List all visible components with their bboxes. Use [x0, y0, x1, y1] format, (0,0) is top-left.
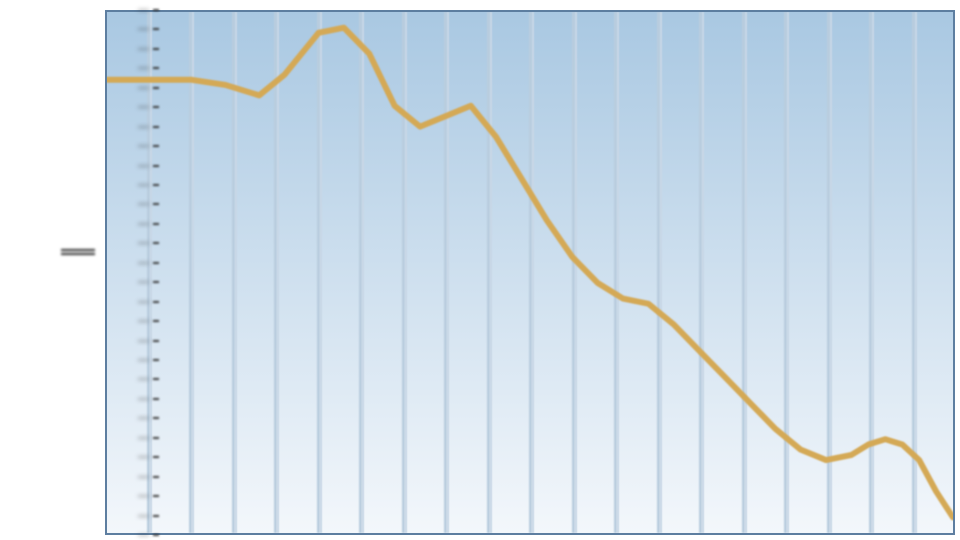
y-tick-label: —: [138, 43, 149, 55]
y-tick-label: —: [138, 412, 149, 424]
y-tick-label: —: [138, 4, 149, 16]
y-tick-label: —: [138, 335, 149, 347]
y-tick-label: —: [138, 276, 149, 288]
y-tick-label: —: [138, 101, 149, 113]
chart-series: [107, 12, 953, 533]
y-tick-label: —: [138, 257, 149, 269]
y-tick-label: —: [138, 121, 149, 133]
y-tick-label: —: [138, 373, 149, 385]
y-tick-label: —: [138, 23, 149, 35]
y-tick-label: —: [138, 198, 149, 210]
y-axis-break-marker: [61, 243, 95, 261]
y-tick-label: —: [138, 393, 149, 405]
y-tick-label: —: [138, 82, 149, 94]
y-tick-label: —: [138, 315, 149, 327]
y-tick-label: —: [138, 510, 149, 522]
y-tick-label: —: [138, 451, 149, 463]
y-tick-label: —: [138, 296, 149, 308]
y-tick-label: —: [138, 471, 149, 483]
y-axis-ticks: ————————————————————————————: [105, 10, 165, 535]
y-tick-label: —: [138, 140, 149, 152]
chart-plot-area: [105, 10, 955, 535]
y-tick-label: —: [138, 529, 149, 540]
y-tick-label: —: [138, 160, 149, 172]
y-tick-label: —: [138, 237, 149, 249]
y-tick-label: —: [138, 432, 149, 444]
y-tick-label: —: [138, 62, 149, 74]
y-tick-label: —: [138, 179, 149, 191]
y-tick-label: —: [138, 490, 149, 502]
y-tick-label: —: [138, 354, 149, 366]
y-tick-label: —: [138, 218, 149, 230]
